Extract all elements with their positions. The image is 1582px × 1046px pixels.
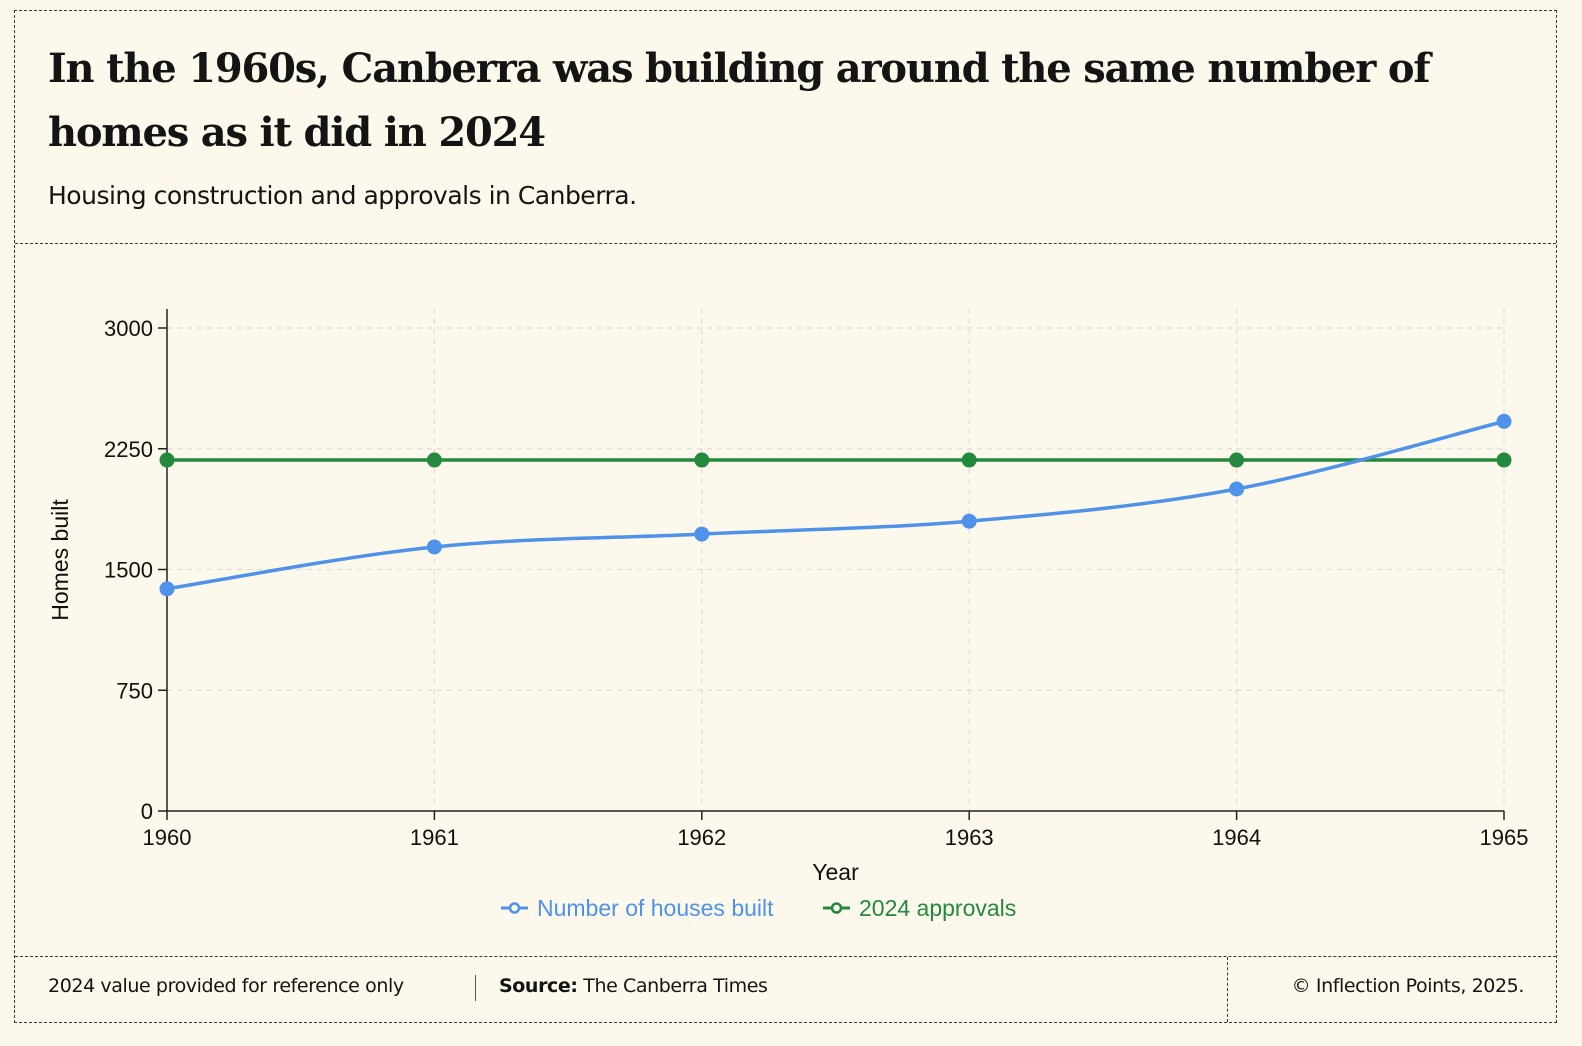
footer-divider	[475, 975, 476, 1001]
series-2024-approvals-point	[694, 452, 710, 468]
x-tick-label: 1963	[945, 825, 994, 850]
line-chart: 0 750 1500 2250 3000 1960 1961 1962 1963 1964 1965…	[47, 309, 1529, 921]
x-tick-label: 1961	[410, 825, 459, 850]
x-axis-label: Year	[812, 859, 859, 885]
y-tick-label: 1500	[104, 558, 153, 583]
series-houses-built-point	[159, 581, 175, 597]
series-houses-built-point	[694, 526, 710, 542]
source-value: The Canberra Times	[583, 975, 768, 997]
series-houses-built-point	[961, 513, 977, 529]
chart-header: In the 1960s, Canberra was building arou…	[15, 11, 1556, 244]
footnote: 2024 value provided for reference only	[48, 975, 404, 997]
y-tick-label: 3000	[104, 316, 153, 341]
source-label: Source:	[499, 975, 578, 997]
source-credit: Source: The Canberra Times	[499, 975, 768, 997]
y-tick-label: 750	[116, 678, 153, 703]
series-houses-built-point	[1229, 481, 1245, 497]
chart-footer: 2024 value provided for reference only S…	[15, 956, 1556, 1022]
chart-card: In the 1960s, Canberra was building arou…	[14, 10, 1557, 1023]
x-tick-label: 1960	[143, 825, 192, 850]
series-2024-approvals-point	[1496, 452, 1512, 468]
series-houses-built-line	[166, 419, 1505, 591]
x-tick-label: 1964	[1212, 825, 1261, 850]
y-tick-label: 2250	[104, 437, 153, 462]
chart-subtitle: Housing construction and approvals in Ca…	[48, 181, 637, 210]
legend-houses-built-label: Number of houses built	[537, 895, 774, 921]
series-2024-approvals-point	[426, 452, 442, 468]
chart-title: In the 1960s, Canberra was building arou…	[48, 45, 1431, 156]
credit-box: © Inflection Points, 2025.	[1227, 957, 1556, 1022]
series-2024-approvals-point	[159, 452, 175, 468]
x-tick-label: 1962	[677, 825, 726, 850]
x-tick-label: 1965	[1480, 825, 1529, 850]
copyright: © Inflection Points, 2025.	[1291, 975, 1525, 997]
y-tick-label: 0	[141, 799, 153, 824]
y-axis-label: Homes built	[47, 499, 73, 621]
legend-houses-built-swatch-dot	[508, 902, 521, 914]
legend-2024-approvals-label: 2024 approvals	[859, 895, 1016, 921]
series-houses-built-point	[1496, 413, 1512, 429]
series-2024-approvals-point	[961, 452, 977, 468]
legend-2024-approvals-swatch-dot	[830, 902, 843, 914]
series-houses-built-point	[426, 539, 442, 555]
series-2024-approvals-point	[1229, 452, 1245, 468]
